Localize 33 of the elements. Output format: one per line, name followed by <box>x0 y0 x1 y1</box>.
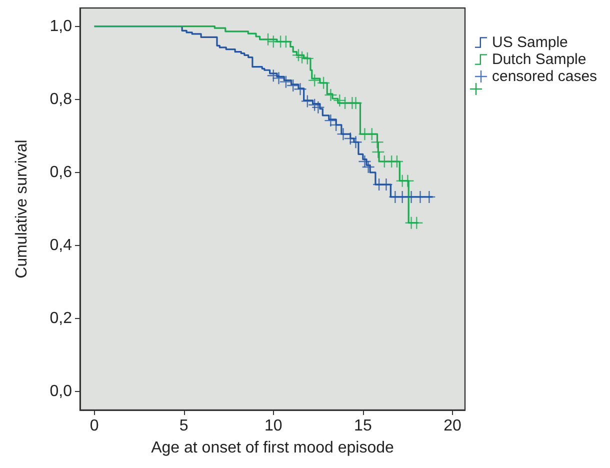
point <box>301 95 314 108</box>
point <box>350 97 362 110</box>
x-tick-label: 5 <box>179 418 188 434</box>
x-tick-label: 15 <box>354 418 372 434</box>
y-tick-label: 0,4 <box>50 237 72 254</box>
y-tick-label: 1,0 <box>50 18 72 35</box>
point <box>423 190 436 203</box>
point <box>312 101 324 114</box>
y-tick-label: 0,0 <box>50 383 72 400</box>
x-axis-title: Age at onset of first mood episode <box>151 440 394 456</box>
point <box>294 83 306 96</box>
point <box>337 128 350 140</box>
legend-label: censored cases <box>492 68 598 85</box>
point <box>324 114 337 127</box>
point <box>324 88 337 101</box>
y-axis-title: Cumulative survival <box>14 140 30 278</box>
point <box>372 146 384 158</box>
point <box>296 51 308 64</box>
x-tick-label: 10 <box>264 418 282 434</box>
y-tick-label: 0,8 <box>50 90 72 108</box>
point <box>350 136 362 148</box>
legend-label: US Sample <box>492 34 568 51</box>
point <box>280 76 292 88</box>
point <box>272 72 285 84</box>
x-tick-label: 0 <box>90 418 99 434</box>
legend-label: Dutch Sample <box>492 51 586 68</box>
y-tick-label: 0,6 <box>50 164 72 181</box>
point <box>334 94 346 106</box>
y-tick-label: 0,2 <box>50 310 72 328</box>
point <box>380 178 392 191</box>
point <box>410 216 423 229</box>
point <box>362 160 374 173</box>
x-tick-label: 20 <box>444 418 462 434</box>
